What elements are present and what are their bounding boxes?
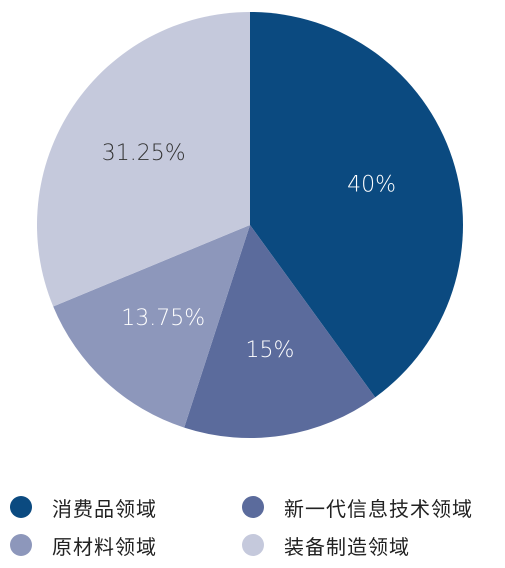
legend-label: 原材料领域: [52, 534, 157, 559]
legend-label: 新一代信息技术领域: [284, 496, 473, 521]
legend-item-equipment-manufacturing: 装备制造领域: [242, 530, 410, 560]
pie-slice-label-3: 31.25%: [102, 141, 186, 166]
legend-label: 消费品领域: [52, 496, 157, 521]
legend-item-consumer-goods: 消费品领域: [10, 492, 157, 522]
pie-slices: [36, 12, 463, 438]
legend-item-next-gen-it: 新一代信息技术领域: [242, 492, 473, 522]
legend-dot: [10, 496, 32, 518]
legend-dot: [10, 534, 32, 556]
pie-slice-1: [184, 225, 376, 438]
pie-slice-2: [53, 225, 251, 428]
pie-chart-svg: 40% 15% 13.75% 31.25%: [36, 12, 463, 438]
pie-slice-3: [36, 12, 251, 307]
legend-dot: [242, 534, 264, 556]
legend-dot: [242, 496, 264, 518]
pie-slice-0: [250, 12, 463, 398]
pie-slice-label-0: 40%: [347, 173, 396, 198]
pie-labels: 40% 15% 13.75% 31.25%: [102, 141, 396, 363]
pie-slice-label-1: 15%: [246, 338, 295, 363]
legend-label: 装备制造领域: [284, 534, 410, 559]
pie-slice-label-2: 13.75%: [121, 306, 205, 331]
legend: 消费品领域 新一代信息技术领域 原材料领域 装备制造领域: [0, 478, 505, 568]
legend-item-raw-materials: 原材料领域: [10, 530, 157, 560]
